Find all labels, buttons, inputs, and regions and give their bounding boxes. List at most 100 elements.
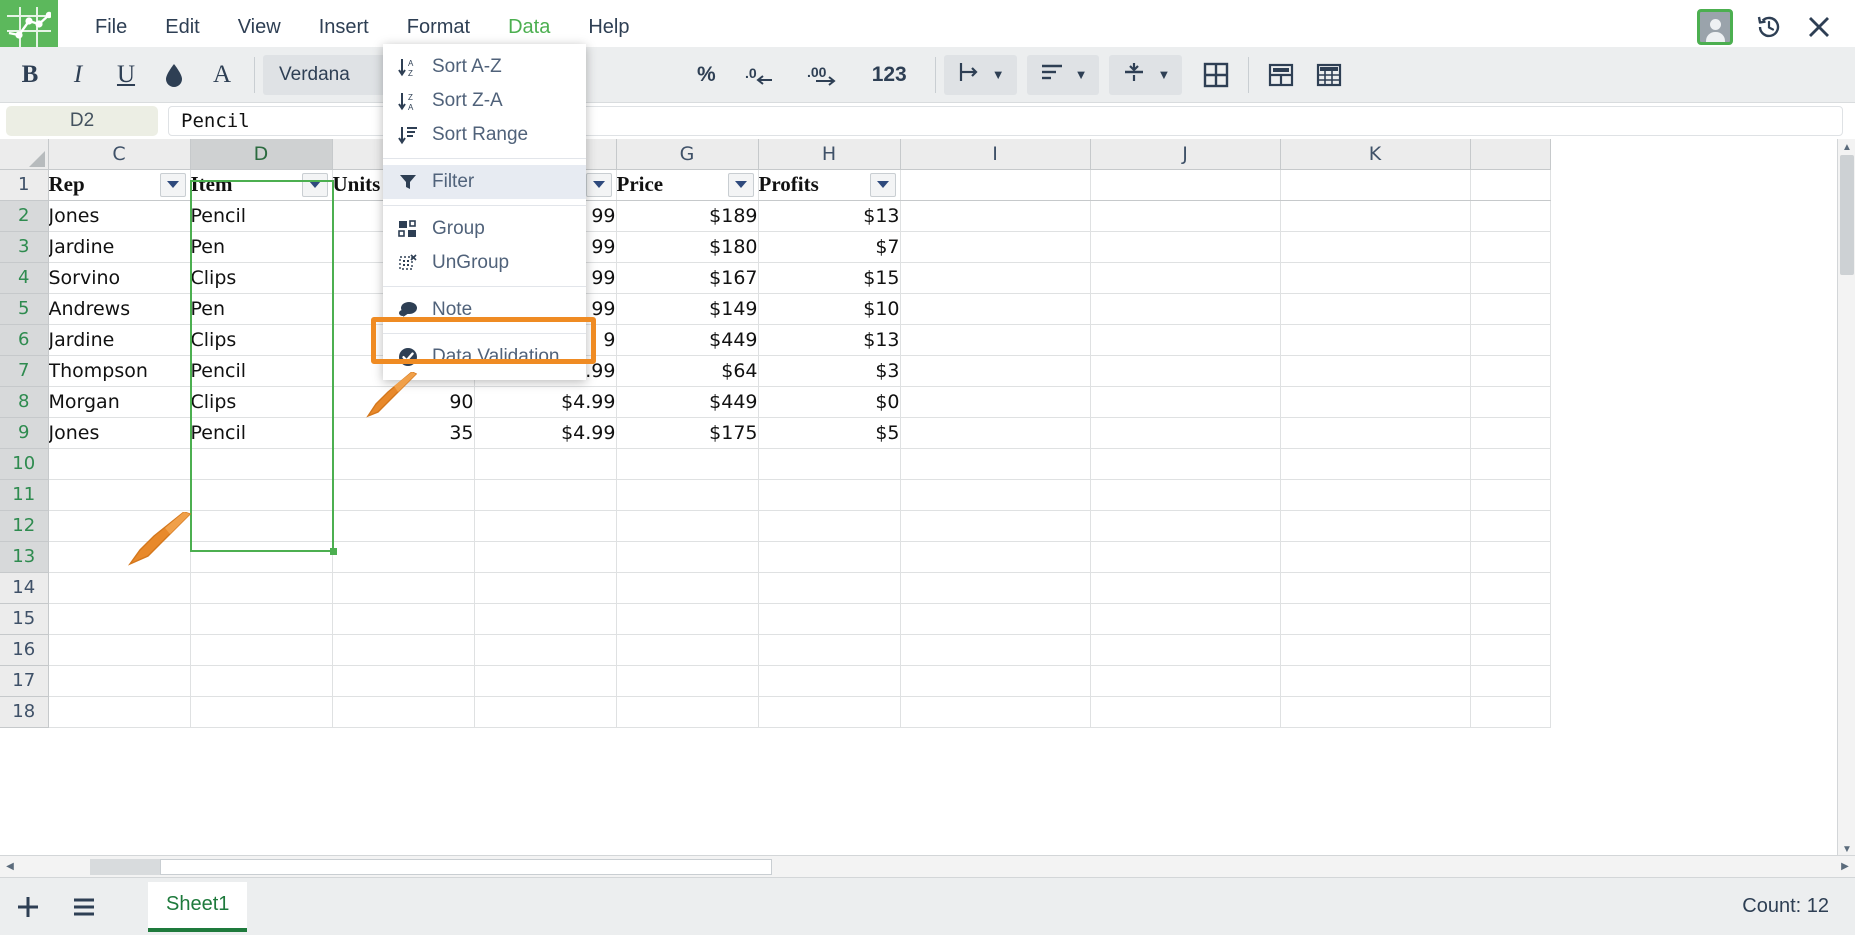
name-box[interactable]: D2 [6,106,158,136]
cell-7[interactable] [1470,355,1551,387]
column-header-K[interactable]: K [1280,139,1471,170]
cell-D18[interactable] [190,696,333,728]
cell-D12[interactable] [190,510,333,542]
cell-F18[interactable] [474,696,617,728]
cell-C3[interactable]: Jardine [48,231,191,263]
history-clock-icon[interactable] [1755,13,1783,41]
cell-J9[interactable] [1090,417,1281,449]
cell-J11[interactable] [1090,479,1281,511]
cell-K10[interactable] [1280,448,1471,480]
cell-C8[interactable]: Morgan [48,386,191,418]
cell-10[interactable] [1470,448,1551,480]
cell-D10[interactable] [190,448,333,480]
cell-H16[interactable] [758,634,901,666]
cell-I3[interactable] [900,231,1091,263]
cell-F17[interactable] [474,665,617,697]
sheet-tab-sheet1[interactable]: Sheet1 [148,881,248,932]
scroll-up-arrow-icon[interactable]: ▲ [1842,141,1852,153]
column-header-blank[interactable] [1470,139,1551,170]
scroll-down-arrow-icon[interactable]: ▼ [1842,843,1852,855]
cell-I6[interactable] [900,324,1091,356]
cell-H4[interactable]: $15 [758,262,901,294]
horizontal-scroll-thumb[interactable] [160,858,772,875]
cell-K13[interactable] [1280,541,1471,573]
cell-8[interactable] [1470,386,1551,418]
row-header-9[interactable]: 9 [0,417,49,449]
cell-F15[interactable] [474,603,617,635]
row-header-18[interactable]: 18 [0,696,49,728]
decrease-decimal-button[interactable]: .0 [730,55,792,95]
cell-J16[interactable] [1090,634,1281,666]
menu-item-format[interactable]: Format [406,15,471,38]
cell-F8[interactable]: $4.99 [474,386,617,418]
cell-H6[interactable]: $13 [758,324,901,356]
cell-E12[interactable] [332,510,475,542]
cell-K1[interactable] [1280,169,1471,201]
cell-E13[interactable] [332,541,475,573]
cell-I10[interactable] [900,448,1091,480]
row-header-11[interactable]: 11 [0,479,49,511]
cell-D15[interactable] [190,603,333,635]
menu-option-ungroup[interactable]: UnGroup [383,246,586,280]
row-header-4[interactable]: 4 [0,262,49,294]
cell-11[interactable] [1470,479,1551,511]
cell-C13[interactable] [48,541,191,573]
cell-I5[interactable] [900,293,1091,325]
column-header-G[interactable]: G [616,139,759,170]
cell-C1[interactable]: Rep [48,169,191,201]
cell-I11[interactable] [900,479,1091,511]
menu-option-sort-range[interactable]: Sort Range [383,118,586,152]
scroll-left-arrow-icon[interactable]: ◀ [6,861,14,872]
cell-J12[interactable] [1090,510,1281,542]
cell-G13[interactable] [616,541,759,573]
cell-K4[interactable] [1280,262,1471,294]
cell-D16[interactable] [190,634,333,666]
cell-C14[interactable] [48,572,191,604]
cell-K5[interactable] [1280,293,1471,325]
cell-I8[interactable] [900,386,1091,418]
italic-button[interactable]: I [73,60,83,88]
menu-item-view[interactable]: View [237,15,281,38]
align-text-button[interactable]: ▼ [1026,54,1100,95]
row-header-8[interactable]: 8 [0,386,49,418]
cell-C9[interactable]: Jones [48,417,191,449]
avatar-icon[interactable] [1697,9,1733,45]
freeze-table-icon[interactable] [1305,55,1353,95]
cell-G9[interactable]: $175 [616,417,759,449]
cell-H12[interactable] [758,510,901,542]
cell-C16[interactable] [48,634,191,666]
cell-J5[interactable] [1090,293,1281,325]
cell-J3[interactable] [1090,231,1281,263]
selection-fill-handle[interactable] [330,548,337,555]
cell-F11[interactable] [474,479,617,511]
cell-K12[interactable] [1280,510,1471,542]
cell-F9[interactable]: $4.99 [474,417,617,449]
cell-J10[interactable] [1090,448,1281,480]
merge-cells-icon[interactable] [1257,55,1305,95]
cell-K9[interactable] [1280,417,1471,449]
cell-H17[interactable] [758,665,901,697]
vertical-scrollbar[interactable]: ▲ ▼ [1837,139,1855,857]
scroll-right-arrow-icon[interactable]: ▶ [1841,861,1849,872]
cell-H9[interactable]: $5 [758,417,901,449]
add-sheet-button[interactable] [0,878,56,935]
cell-D9[interactable]: Pencil [190,417,333,449]
cell-C12[interactable] [48,510,191,542]
cell-G15[interactable] [616,603,759,635]
cell-17[interactable] [1470,665,1551,697]
close-x-icon[interactable] [1805,13,1833,41]
menu-item-data[interactable]: Data [508,15,551,38]
cell-2[interactable] [1470,200,1551,232]
row-header-1[interactable]: 1 [0,169,49,201]
cell-E16[interactable] [332,634,475,666]
cell-J13[interactable] [1090,541,1281,573]
cell-K3[interactable] [1280,231,1471,263]
menu-option-filter[interactable]: Filter [383,165,586,199]
cell-K8[interactable] [1280,386,1471,418]
cell-J18[interactable] [1090,696,1281,728]
row-header-14[interactable]: 14 [0,572,49,604]
row-header-6[interactable]: 6 [0,324,49,356]
cell-K7[interactable] [1280,355,1471,387]
align-vertical-button[interactable]: ▼ [1109,54,1183,95]
menu-item-edit[interactable]: Edit [165,15,200,38]
